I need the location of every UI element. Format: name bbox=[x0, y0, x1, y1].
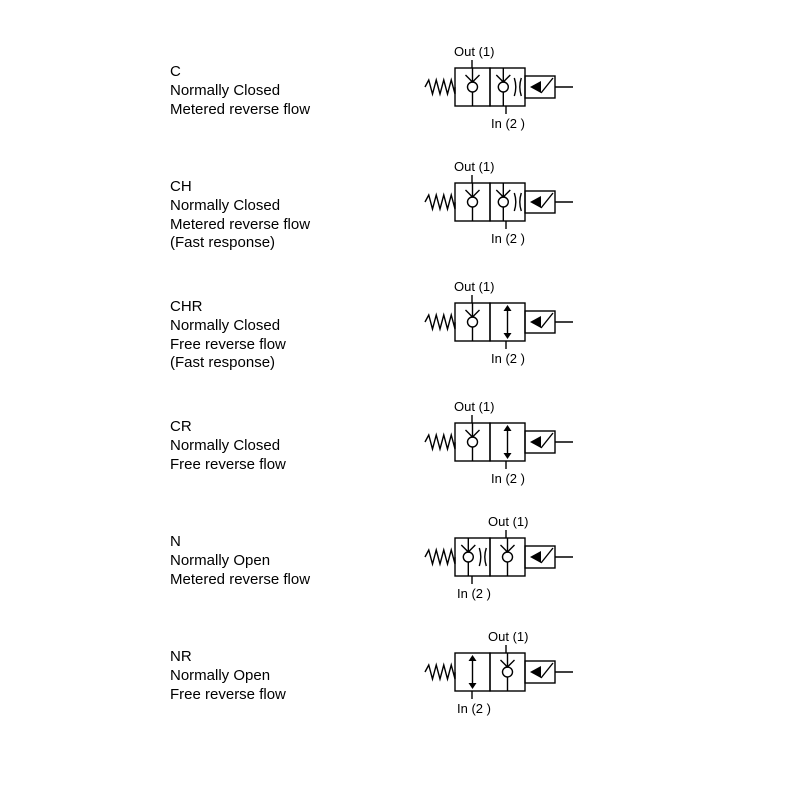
valve-text-nr: NRNormally OpenFree reverse flow bbox=[170, 648, 286, 704]
valve-text-cr: CRNormally ClosedFree reverse flow bbox=[170, 418, 286, 474]
in-label: In (2 ) bbox=[491, 351, 525, 366]
valve-text-n: NNormally OpenMetered reverse flow bbox=[170, 533, 310, 589]
valve-desc-line: Normally Closed bbox=[170, 197, 310, 216]
valve-desc-line: Metered reverse flow bbox=[170, 571, 310, 590]
valve-text-c: CNormally ClosedMetered reverse flow bbox=[170, 63, 310, 119]
out-label: Out (1) bbox=[454, 47, 494, 59]
in-label: In (2 ) bbox=[491, 116, 525, 131]
valve-desc-line: Free reverse flow bbox=[170, 456, 286, 475]
in-label: In (2 ) bbox=[491, 471, 525, 486]
out-label: Out (1) bbox=[454, 162, 494, 174]
valve-symbol-n: Out (1) In (2 ) bbox=[400, 517, 600, 607]
in-label: In (2 ) bbox=[491, 231, 525, 246]
valve-symbol-nr: Out (1) In (2 ) bbox=[400, 632, 600, 722]
valve-symbol-ch: Out (1) In (2 ) bbox=[400, 162, 600, 252]
in-label: In (2 ) bbox=[457, 586, 491, 601]
valve-desc-line: Normally Closed bbox=[170, 82, 310, 101]
valve-desc-line: Normally Open bbox=[170, 552, 310, 571]
valve-symbol-chart: CNormally ClosedMetered reverse flowOut … bbox=[0, 0, 800, 800]
valve-desc-line: Metered reverse flow bbox=[170, 101, 310, 120]
valve-desc-line: (Fast response) bbox=[170, 234, 310, 253]
valve-symbol-cr: Out (1) In (2 ) bbox=[400, 402, 600, 492]
valve-code: CR bbox=[170, 418, 286, 437]
valve-symbol-chr: Out (1) In (2 ) bbox=[400, 282, 600, 372]
valve-code: CHR bbox=[170, 298, 286, 317]
in-label: In (2 ) bbox=[457, 701, 491, 716]
out-label: Out (1) bbox=[454, 282, 494, 294]
valve-desc-line: Free reverse flow bbox=[170, 686, 286, 705]
valve-text-ch: CHNormally ClosedMetered reverse flow(Fa… bbox=[170, 178, 310, 253]
valve-desc-line: Metered reverse flow bbox=[170, 216, 310, 235]
valve-code: NR bbox=[170, 648, 286, 667]
valve-desc-line: (Fast response) bbox=[170, 354, 286, 373]
valve-desc-line: Normally Closed bbox=[170, 437, 286, 456]
valve-desc-line: Normally Closed bbox=[170, 317, 286, 336]
valve-text-chr: CHRNormally ClosedFree reverse flow(Fast… bbox=[170, 298, 286, 373]
valve-code: N bbox=[170, 533, 310, 552]
valve-desc-line: Normally Open bbox=[170, 667, 286, 686]
out-label: Out (1) bbox=[454, 402, 494, 414]
out-label: Out (1) bbox=[488, 517, 528, 529]
out-label: Out (1) bbox=[488, 632, 528, 644]
valve-symbol-c: Out (1) In (2 ) bbox=[400, 47, 600, 137]
valve-code: C bbox=[170, 63, 310, 82]
valve-desc-line: Free reverse flow bbox=[170, 336, 286, 355]
valve-code: CH bbox=[170, 178, 310, 197]
